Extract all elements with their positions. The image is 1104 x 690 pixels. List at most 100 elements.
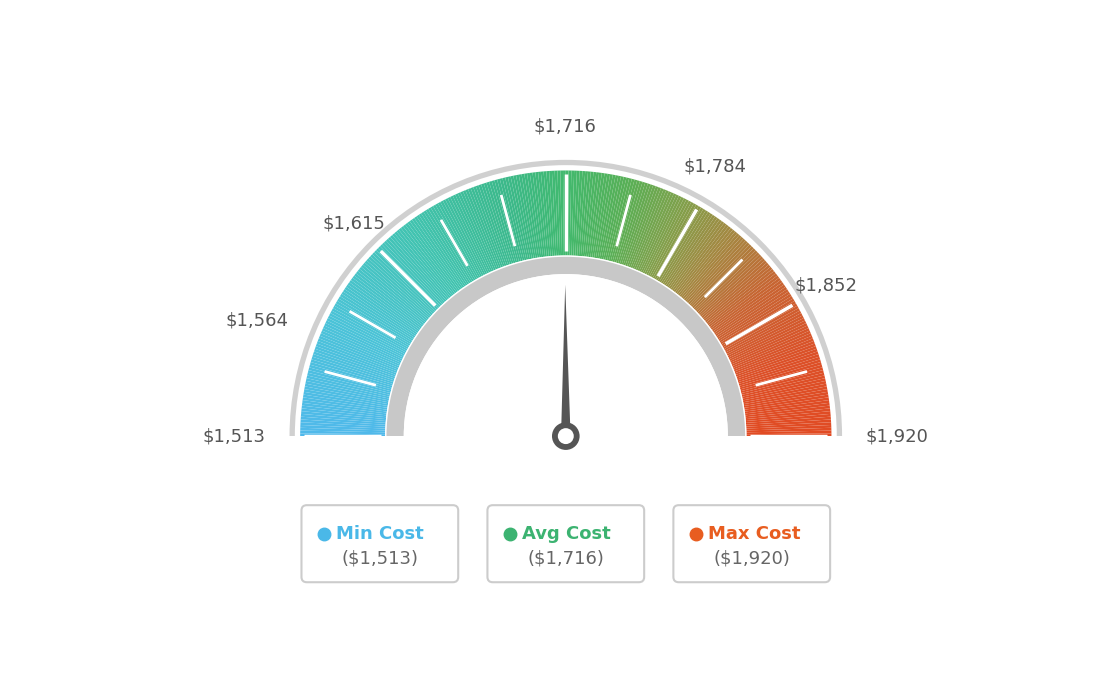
Wedge shape [474,186,505,267]
Wedge shape [300,425,385,431]
Wedge shape [510,176,530,259]
Wedge shape [549,171,556,256]
Wedge shape [414,217,465,288]
Wedge shape [300,433,385,436]
Wedge shape [316,344,396,375]
Wedge shape [678,228,733,296]
Text: $1,513: $1,513 [203,427,266,445]
Wedge shape [744,389,828,406]
Wedge shape [314,351,394,380]
Wedge shape [741,370,824,393]
Wedge shape [404,274,728,436]
Wedge shape [586,172,599,257]
Wedge shape [558,170,562,255]
Wedge shape [616,181,643,263]
Wedge shape [661,210,708,284]
Wedge shape [349,280,420,331]
Wedge shape [681,231,737,298]
Wedge shape [318,338,397,371]
Wedge shape [497,179,521,262]
Wedge shape [426,209,473,283]
Wedge shape [339,296,412,342]
Wedge shape [506,177,527,260]
Polygon shape [561,285,571,449]
Wedge shape [746,420,831,426]
Wedge shape [326,320,403,359]
Wedge shape [732,331,810,366]
Wedge shape [572,170,577,255]
Wedge shape [367,258,432,317]
Wedge shape [641,195,679,273]
Wedge shape [524,173,540,257]
Wedge shape [691,244,752,307]
Wedge shape [301,408,386,419]
Wedge shape [543,171,553,256]
Wedge shape [743,381,826,400]
Wedge shape [627,186,658,267]
Wedge shape [655,205,699,279]
Wedge shape [592,173,607,257]
Wedge shape [443,199,484,276]
Wedge shape [599,175,618,259]
Wedge shape [672,221,724,291]
Wedge shape [618,181,645,264]
Wedge shape [683,235,742,301]
Wedge shape [489,181,516,263]
Wedge shape [575,171,583,256]
Wedge shape [435,204,479,279]
Wedge shape [658,208,703,282]
Text: $1,920: $1,920 [866,427,928,445]
Wedge shape [656,206,701,281]
Wedge shape [348,282,418,333]
Wedge shape [622,184,650,265]
Wedge shape [445,198,486,275]
Wedge shape [573,170,580,256]
Wedge shape [306,381,389,400]
Wedge shape [636,191,671,270]
Wedge shape [746,431,831,434]
Wedge shape [484,183,512,264]
Wedge shape [300,431,385,434]
Wedge shape [702,262,768,319]
Wedge shape [322,328,401,364]
Wedge shape [355,271,424,326]
Wedge shape [741,373,825,395]
Wedge shape [734,341,815,373]
Wedge shape [652,204,697,279]
Wedge shape [300,428,385,433]
Wedge shape [701,260,767,318]
Wedge shape [577,171,585,256]
Wedge shape [659,209,705,283]
Wedge shape [585,172,596,257]
Wedge shape [682,233,740,299]
Wedge shape [716,289,788,337]
Wedge shape [720,296,793,342]
Wedge shape [546,171,554,256]
Wedge shape [306,378,390,399]
Wedge shape [376,248,438,310]
Wedge shape [364,260,431,318]
Wedge shape [521,174,538,258]
Wedge shape [300,420,385,426]
Text: Min Cost: Min Cost [336,524,424,543]
Wedge shape [388,237,446,302]
Wedge shape [382,242,442,306]
Wedge shape [450,196,489,273]
Wedge shape [370,254,434,314]
Wedge shape [583,172,594,257]
Circle shape [552,422,580,450]
Wedge shape [737,351,818,380]
Wedge shape [643,196,681,273]
Wedge shape [302,397,388,412]
Wedge shape [428,208,474,282]
Wedge shape [358,269,425,324]
Wedge shape [726,313,803,354]
Wedge shape [728,318,805,357]
Wedge shape [351,278,421,330]
Wedge shape [359,267,426,322]
Wedge shape [407,221,459,291]
Wedge shape [440,201,482,277]
Wedge shape [304,392,388,408]
Wedge shape [731,328,809,364]
Wedge shape [625,185,656,266]
